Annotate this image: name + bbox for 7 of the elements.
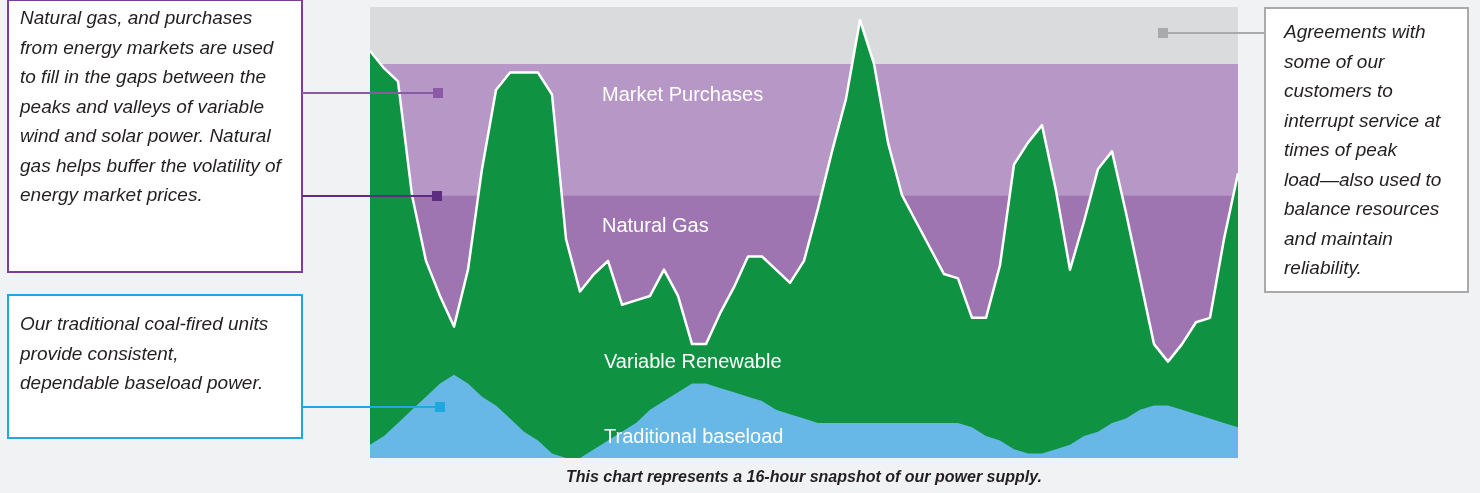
text: Agreements with some of our customers to interrupt service at times of peak load—also used to balance resources and maintain reliability. bbox=[1284, 21, 1442, 278]
text: This chart represents a 16-hour snapshot of our power supply. bbox=[566, 468, 1042, 485]
band-label: Market Purchases bbox=[602, 82, 764, 105]
text: Our traditional coal-fired units provide consistent, dependable baseload power. bbox=[19, 313, 269, 393]
text: Natural gas, and purchases from energy markets are used to fill in the gaps between the peaks and valleys of variable wind and solar power. Natural gas helps buffer the volatility of energy market prices. bbox=[19, 7, 283, 205]
band-label: Natural Gas bbox=[602, 214, 709, 237]
series-label: Variable Renewable bbox=[604, 350, 782, 372]
